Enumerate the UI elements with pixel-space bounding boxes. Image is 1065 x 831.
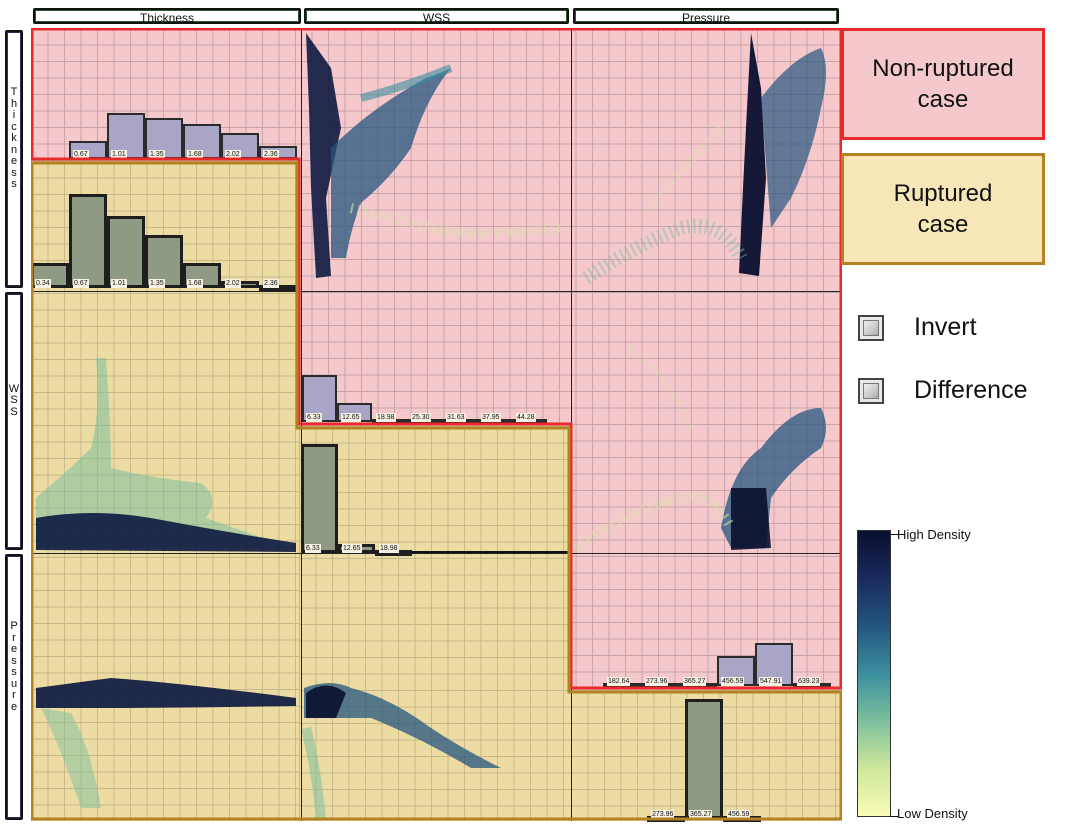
colorbar-tick-high xyxy=(890,534,898,535)
difference-label: Difference xyxy=(914,376,1028,404)
histogram-tick-label: 18.98 xyxy=(376,413,396,422)
legend-ruptured: Ruptured case xyxy=(841,153,1045,265)
scatter-pressure-thickness-nonruptured xyxy=(582,33,826,284)
difference-checkbox[interactable] xyxy=(858,377,884,404)
row-header-letter: W xyxy=(8,382,20,395)
histogram-wss-ruptured: 6.33 12.65 18.98 xyxy=(301,426,571,556)
column-header-thickness[interactable]: Thickness xyxy=(33,8,301,25)
row-header-letter: r xyxy=(12,631,16,644)
invert-checkbox[interactable] xyxy=(858,314,884,341)
row-header-letter: e xyxy=(10,155,18,168)
histogram-tick-label: 12.65 xyxy=(341,413,361,422)
row-header-letter: u xyxy=(10,677,18,690)
scatter-thickness-wss-ruptured xyxy=(36,358,296,552)
histogram-tick-label: 12.65 xyxy=(342,544,362,553)
legend-ruptured-label: Ruptured case xyxy=(893,180,993,238)
histogram-tick-label: 365.27 xyxy=(689,810,713,819)
density-colorbar xyxy=(857,530,891,817)
histogram-tick-label: 1.35 xyxy=(149,279,165,288)
cell-divider-h1 xyxy=(31,291,842,292)
scatter-wss-thickness-nonruptured xyxy=(306,33,562,278)
histogram-tick-label: 273.96 xyxy=(645,677,669,686)
histogram-tick-label: 2.36 xyxy=(263,279,279,288)
row-header-letter: i xyxy=(12,109,16,122)
row-header-letter: c xyxy=(11,120,17,133)
column-header-pressure[interactable]: Pressure xyxy=(573,8,839,25)
histogram-tick-label: 639.23 xyxy=(797,677,821,686)
cell-divider-h2 xyxy=(31,553,842,554)
row-header-letter: S xyxy=(10,394,18,407)
histogram-tick-label: 0.67 xyxy=(73,150,89,159)
row-header-letter: e xyxy=(10,700,18,713)
row-header-letter: s xyxy=(11,666,17,678)
histogram-tick-label: 1.68 xyxy=(187,150,203,159)
difference-option[interactable]: Difference xyxy=(858,376,1028,405)
histogram-tick-label: 1.68 xyxy=(187,279,203,288)
histogram-pressure-nonruptured: 182.64 273.96 365.27 456.59 547.91 639.23 xyxy=(571,555,842,690)
histogram-tick-label: 1.01 xyxy=(111,150,127,159)
row-header-letter: S xyxy=(10,405,18,418)
row-header-letter: P xyxy=(10,620,18,632)
row-header-letter: e xyxy=(10,643,18,655)
region-outlines xyxy=(31,28,842,821)
histogram-tick-label: 182.64 xyxy=(607,677,631,686)
ruptured-region-2 xyxy=(299,426,571,821)
density-scatter-plots xyxy=(36,33,826,819)
histogram-tick-label: 0.34 xyxy=(35,279,51,288)
histogram-tick-label: 37.95 xyxy=(481,413,501,422)
histogram-tick-label: 2.36 xyxy=(263,150,279,159)
histogram-baseline xyxy=(411,551,571,553)
invert-label: Invert xyxy=(914,313,977,341)
row-header-letter: T xyxy=(10,86,18,99)
row-header-letter: s xyxy=(11,178,17,191)
histogram-tick-label: 547.91 xyxy=(759,677,783,686)
histogram-tick-label: 365.27 xyxy=(683,677,707,686)
histogram-tick-label: 31.63 xyxy=(446,413,466,422)
histogram-tick-label: 44.28 xyxy=(516,413,536,422)
row-header-letter: k xyxy=(11,132,17,145)
histogram-thickness-nonruptured: 0.67 1.01 1.35 1.68 2.02 2.36 xyxy=(31,28,299,161)
histogram-tick-label: 25.30 xyxy=(411,413,431,422)
scatter-thickness-pressure-ruptured xyxy=(36,678,296,808)
histogram-wss-nonruptured: 6.33 12.65 18.98 25.30 31.63 37.95 44.28 xyxy=(301,291,571,426)
row-header-letter: r xyxy=(12,689,16,701)
row-header-letter: n xyxy=(10,143,18,156)
histogram-tick-label: 456.59 xyxy=(721,677,745,686)
histogram-tick-label: 456.59 xyxy=(727,810,751,819)
histogram-tick-label: 1.35 xyxy=(149,150,165,159)
histogram-tick-label: 1.01 xyxy=(111,279,127,288)
histogram-tick-label: 6.33 xyxy=(306,413,322,422)
histogram-tick-label: 2.02 xyxy=(225,150,241,159)
histogram-tick-label: 18.98 xyxy=(379,544,399,553)
histogram-thickness-ruptured: 0.34 0.67 1.01 1.35 1.68 2.02 2.36 xyxy=(31,161,299,291)
histogram-tick-label: 6.33 xyxy=(305,544,321,553)
legend-non-ruptured: Non-ruptured case xyxy=(841,28,1045,140)
invert-option[interactable]: Invert xyxy=(858,313,977,342)
histogram-bar xyxy=(685,699,723,819)
scatter-pressure-wss-nonruptured xyxy=(573,345,826,553)
row-header-letter: s xyxy=(11,166,17,179)
histogram-tick-label: 0.67 xyxy=(73,279,89,288)
histogram-tick-label: 2.02 xyxy=(225,279,241,288)
scatterplot-matrix: 0.67 1.01 1.35 1.68 2.02 2.36 0.34 0.67 1.01 1.3… xyxy=(31,28,842,822)
row-header-letter: s xyxy=(11,654,17,667)
histogram-tick-label: 273.96 xyxy=(651,810,675,819)
legend-non-ruptured-label: Non-ruptured case xyxy=(872,55,1014,113)
colorbar-low-label: Low Density xyxy=(897,806,968,821)
colorbar-high-label: High Density xyxy=(897,527,971,542)
row-header-letter: h xyxy=(10,97,18,110)
colorbar-tick-low xyxy=(890,816,898,817)
scatter-wss-pressure-ruptured xyxy=(301,683,501,819)
column-header-wss[interactable]: WSS xyxy=(304,8,569,25)
